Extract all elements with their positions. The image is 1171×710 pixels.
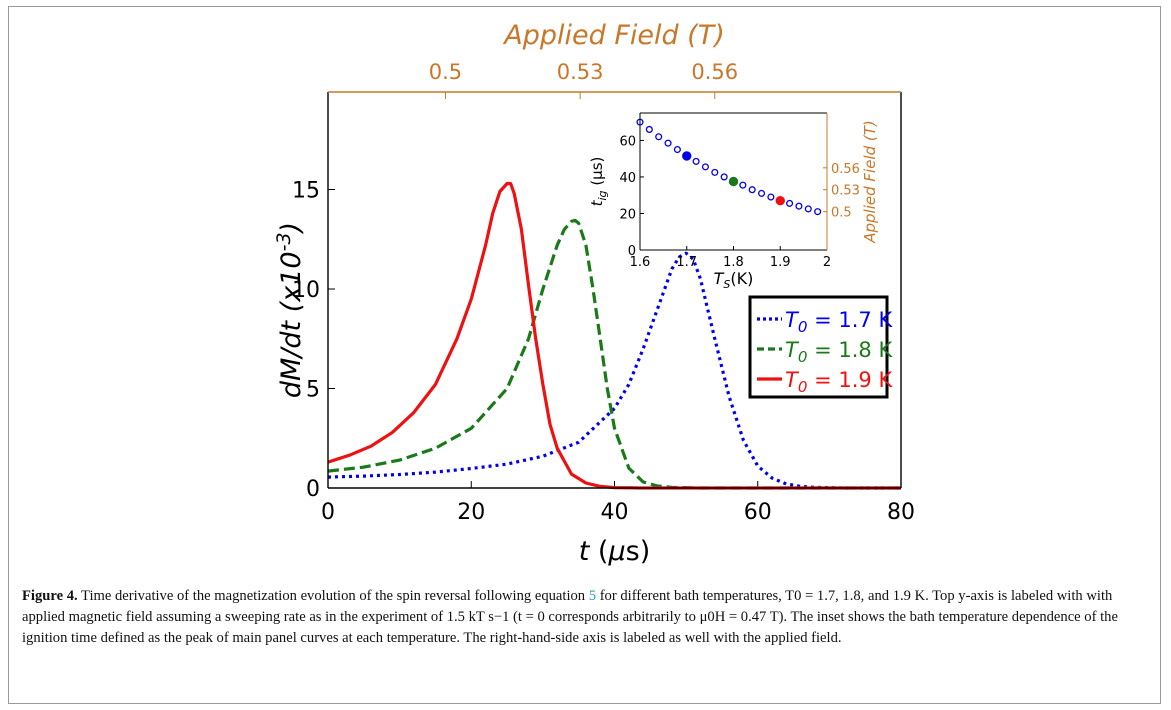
inset-x-tick-label: 1.8 — [723, 255, 744, 270]
inset-point — [767, 193, 775, 201]
inset-x-axis-title: TS(K) — [714, 269, 754, 291]
inset-x-tick-label: 2 — [823, 255, 831, 270]
series-line-01.7 — [327, 251, 901, 490]
y-tick-label: 15 — [292, 179, 320, 204]
figure-caption: Figure 4. Time derivative of the magneti… — [22, 586, 1147, 649]
inset-point — [711, 168, 719, 176]
x-tick-label: 60 — [744, 500, 772, 525]
inset-y-axis-title: tig (μs) — [588, 157, 609, 207]
inset-point — [786, 199, 794, 207]
inset-point — [720, 173, 728, 181]
inset-point — [804, 205, 812, 213]
inset-x-tick-label: 1.6 — [630, 255, 651, 270]
inset-x-tick-label: 1.9 — [770, 255, 791, 270]
inset-y-tick-label: 40 — [619, 171, 636, 186]
inset-point — [795, 202, 803, 210]
legend-entry: T0 = 1.9 K — [785, 368, 893, 396]
top-tick-label: 0.56 — [691, 60, 738, 84]
inset-point — [739, 181, 747, 189]
x-tick-label: 0 — [321, 500, 335, 525]
x-tick-label: 80 — [887, 500, 915, 525]
inset-point — [748, 186, 756, 194]
inset-point — [701, 163, 709, 171]
legend-entry: T0 = 1.7 K — [785, 308, 893, 336]
inset-highlight-point — [728, 176, 739, 187]
inset-y-tick-label: 60 — [619, 134, 636, 149]
inset-highlight-point — [775, 195, 785, 206]
caption-text-2: for different bath temperatures, T0 = 1.… — [22, 588, 1118, 646]
y-axis-title: dM/dt (x10-3) — [273, 222, 307, 398]
caption-label: Figure 4. — [22, 588, 78, 604]
y-tick-label: 10 — [292, 278, 320, 303]
series-line-01.9 — [327, 181, 901, 490]
top-tick-label: 0.53 — [557, 60, 604, 84]
top-axis-title: Applied Field (T) — [502, 20, 725, 51]
inset-right-tick-label: 0.56 — [831, 162, 860, 177]
x-tick-label: 40 — [601, 500, 629, 525]
inset-point — [692, 157, 700, 165]
inset-y-tick-label: 0 — [628, 244, 636, 259]
caption-text-1: Time derivative of the magnetization evo… — [77, 588, 589, 604]
inset-point — [664, 139, 672, 147]
legend-entry: T0 = 1.8 K — [785, 338, 893, 366]
inset-point — [655, 133, 663, 141]
inset-point — [814, 208, 822, 216]
inset-highlight-point — [682, 151, 692, 161]
inset-point — [673, 145, 681, 154]
top-tick-label: 0.5 — [429, 60, 462, 84]
y-tick-label: 0 — [306, 477, 320, 502]
inset-y-tick-label: 20 — [619, 207, 636, 222]
legend: T0 = 1.7 KT0 = 1.8 KT0 = 1.9 K — [748, 295, 893, 399]
inset-plot: 1.6 1.7 1.8 1.9 202040600.50.530.56TS(K)tig … — [588, 112, 879, 291]
inset-right-tick-label: 0.53 — [831, 184, 860, 199]
inset-point — [645, 125, 653, 133]
inset-x-tick-label: 1.7 — [676, 255, 697, 270]
y-tick-label: 5 — [306, 378, 320, 403]
inset-point — [757, 189, 766, 197]
inset-right-tick-label: 0.5 — [831, 206, 852, 221]
x-tick-label: 20 — [457, 500, 485, 525]
equation-reference-link[interactable]: 5 — [588, 588, 597, 604]
figure-frame — [8, 6, 1161, 704]
inset-right-axis-title: Applied Field (T) — [861, 120, 879, 244]
series-line-01.8 — [327, 218, 901, 490]
x-axis-title: t (μs) — [579, 536, 651, 567]
